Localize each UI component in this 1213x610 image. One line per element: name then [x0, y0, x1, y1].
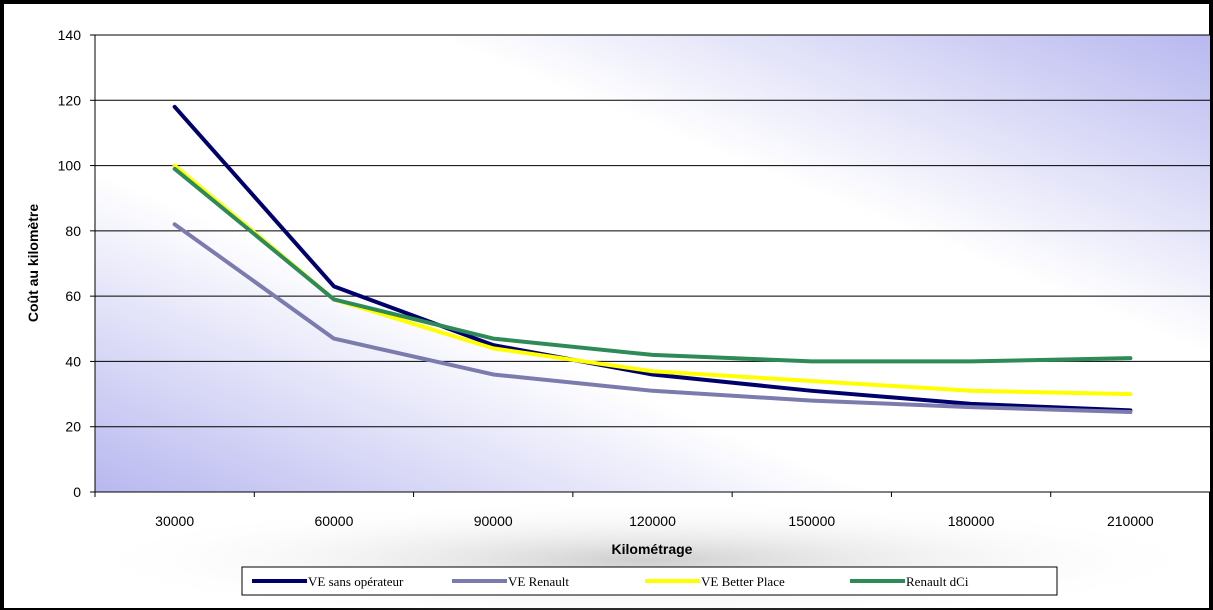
x-axis-title: Kilométrage [612, 541, 693, 557]
y-tick-label: 0 [73, 484, 81, 500]
x-tick-label: 60000 [314, 513, 353, 529]
plot-area [95, 35, 1210, 492]
x-tick-label: 120000 [629, 513, 676, 529]
series-line-0 [172, 104, 1133, 413]
legend-label: Renault dCi [906, 574, 969, 589]
y-tick-label: 80 [65, 223, 81, 239]
x-tick-label: 150000 [788, 513, 835, 529]
x-tick-label: 30000 [155, 513, 194, 529]
y-axis-title: Coût au kilomètre [25, 204, 41, 322]
y-tick-label: 120 [58, 92, 82, 108]
x-tick-label: 210000 [1107, 513, 1154, 529]
x-tick-label: 90000 [474, 513, 513, 529]
tick-labels: 0 20 40 60 80 100 120 140 30000 60000 90000 120000 1… [58, 27, 1154, 529]
legend-label: VE Better Place [701, 574, 785, 589]
axes [90, 34, 1211, 497]
series-line-3 [172, 166, 1133, 364]
legend: VE sans opérateur VE Renault VE Better Pla… [241, 566, 1058, 596]
legend-label: VE sans opérateur [308, 574, 404, 589]
legend-label: VE Renault [508, 574, 569, 589]
gridlines [95, 34, 1210, 428]
x-tick-label: 180000 [948, 513, 995, 529]
series-lines [172, 104, 1133, 415]
y-tick-label: 140 [58, 27, 82, 43]
y-tick-label: 100 [58, 158, 82, 174]
legend-items: VE sans opérateur VE Renault VE Better Pla… [252, 574, 969, 589]
y-tick-label: 20 [65, 419, 81, 435]
y-tick-label: 40 [65, 353, 81, 369]
y-tick-label: 60 [65, 288, 81, 304]
series-line-1 [172, 222, 1133, 415]
